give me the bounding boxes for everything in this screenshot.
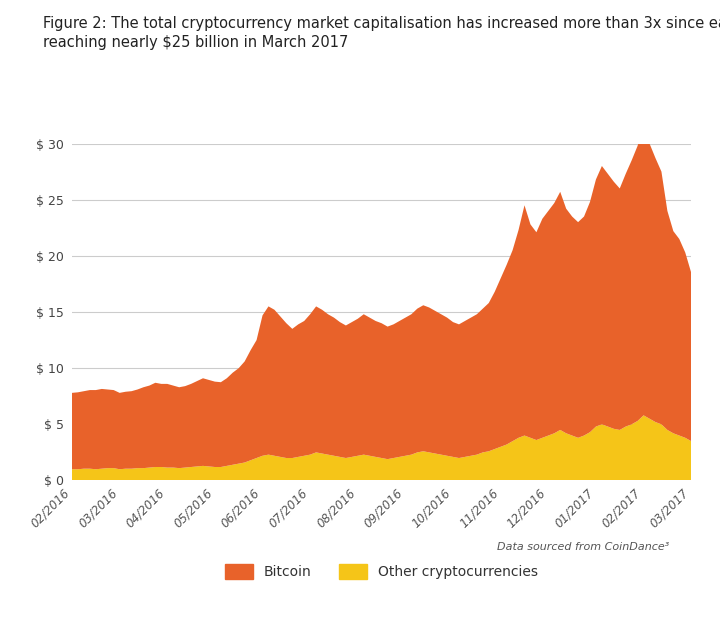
Text: Data sourced from CoinDance³: Data sourced from CoinDance³: [498, 542, 670, 552]
Text: Figure 2: The total cryptocurrency market capitalisation has increased more than: Figure 2: The total cryptocurrency marke…: [43, 16, 720, 51]
Legend: Bitcoin, Other cryptocurrencies: Bitcoin, Other cryptocurrencies: [220, 559, 544, 585]
